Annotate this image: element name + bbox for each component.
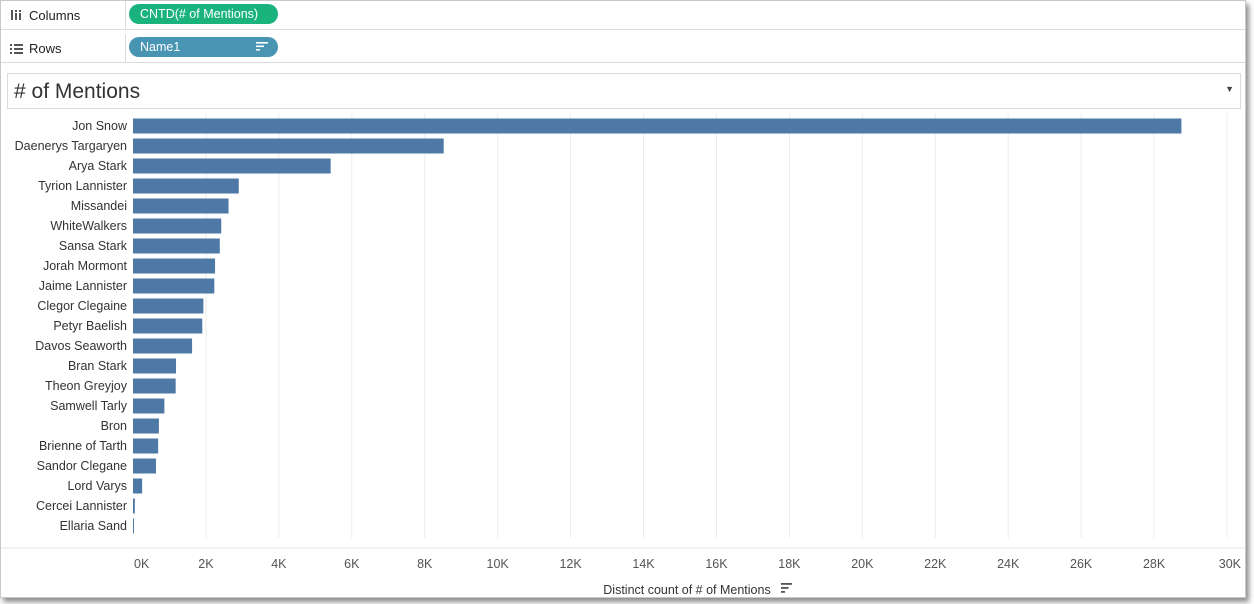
category-label: Daenerys Targaryen [15, 139, 127, 153]
bar-chart: Jon Snow Daenerys Targaryen Arya Stark Tyri… [1, 113, 1245, 597]
x-tick-label: 20K [851, 557, 874, 571]
category-label: Davos Seaworth [35, 339, 127, 353]
bar [133, 218, 222, 234]
sort-descending-icon[interactable] [256, 41, 268, 55]
category-label: Arya Stark [69, 159, 128, 173]
x-tick-label: 14K [632, 557, 655, 571]
x-tick-label: 16K [705, 557, 728, 571]
bar [133, 278, 215, 294]
bar [133, 338, 193, 354]
x-tick-label: 10K [487, 557, 510, 571]
bar [133, 478, 143, 494]
columns-icon [9, 9, 23, 21]
category-label: Bron [101, 419, 127, 433]
x-tick-label: 2K [198, 557, 214, 571]
category-label: Theon Greyjoy [45, 379, 128, 393]
category-label: Lord Varys [67, 479, 127, 493]
bar [133, 458, 156, 474]
category-label: Petyr Baelish [53, 319, 127, 333]
rows-shelf: Rows Name1 [1, 34, 1245, 63]
category-label: Ellaria Sand [60, 519, 127, 533]
category-label: Bran Stark [68, 359, 128, 373]
bar [133, 318, 203, 334]
columns-label: Columns [29, 7, 81, 23]
axis-sort-icon [781, 587, 789, 589]
x-tick-label: 22K [924, 557, 947, 571]
category-label: Sansa Stark [59, 239, 128, 253]
bar [133, 378, 176, 394]
bar [133, 438, 159, 454]
category-label: Tyrion Lannister [38, 179, 127, 193]
x-tick-label: 26K [1070, 557, 1093, 571]
x-tick-label: 12K [559, 557, 582, 571]
columns-shelf-label: Columns [1, 1, 126, 29]
category-label: WhiteWalkers [50, 219, 127, 233]
bar [133, 118, 1182, 134]
x-tick-label: 8K [417, 557, 433, 571]
rows-icon [9, 43, 23, 54]
rows-pill-text: Name1 [140, 40, 181, 54]
bar [133, 418, 159, 434]
bar [133, 398, 165, 414]
x-tick-label: 18K [778, 557, 801, 571]
axis-sort-icon [781, 591, 785, 593]
shelf-gap [1, 63, 1245, 71]
worksheet-title-box: # of Mentions ▼ [7, 73, 1241, 109]
category-label: Brienne of Tarth [39, 439, 127, 453]
bar [133, 138, 444, 154]
category-label: Samwell Tarly [50, 399, 128, 413]
rows-shelf-label: Rows [1, 34, 126, 62]
bar [133, 198, 229, 214]
category-label: Jon Snow [72, 119, 128, 133]
rows-pill-name1[interactable]: Name1 [129, 37, 278, 57]
bar [133, 158, 331, 174]
x-tick-label: 30K [1219, 557, 1242, 571]
rows-label: Rows [29, 40, 62, 56]
category-label: Clegor Clegaine [37, 299, 127, 313]
columns-pill-cntd-mentions[interactable]: CNTD(# of Mentions) [129, 4, 278, 24]
category-label: Jorah Mormont [43, 259, 128, 273]
bar [133, 498, 135, 514]
x-tick-label: 6K [344, 557, 360, 571]
x-tick-label: 28K [1143, 557, 1166, 571]
axis-sort-icon [781, 583, 792, 585]
x-tick-label: 24K [997, 557, 1020, 571]
bar [133, 298, 204, 314]
columns-shelf: Columns CNTD(# of Mentions) [1, 1, 1245, 30]
category-label: Sandor Clegane [37, 459, 127, 473]
x-tick-label: 4K [271, 557, 287, 571]
category-label: Missandei [71, 199, 127, 213]
bar [133, 258, 216, 274]
bar [133, 518, 134, 534]
x-tick-label: 0K [134, 557, 150, 571]
category-label: Cercei Lannister [36, 499, 127, 513]
x-axis-title: Distinct count of # of Mentions [603, 583, 770, 597]
category-label: Jaime Lannister [39, 279, 127, 293]
bar [133, 238, 220, 254]
worksheet-title: # of Mentions [14, 80, 141, 103]
title-dropdown-icon[interactable]: ▼ [1225, 84, 1234, 94]
bar [133, 358, 177, 374]
columns-pill-text: CNTD(# of Mentions) [140, 7, 259, 21]
bar [133, 178, 239, 194]
